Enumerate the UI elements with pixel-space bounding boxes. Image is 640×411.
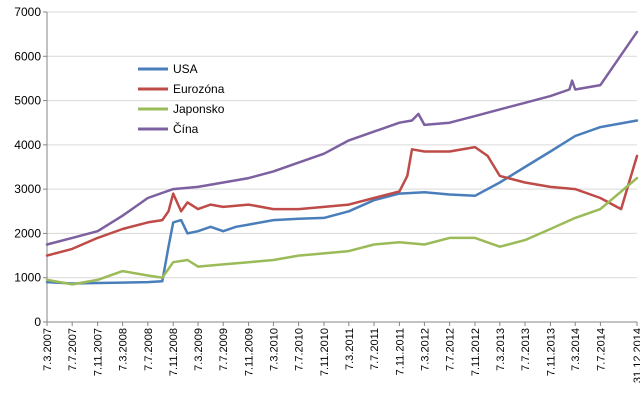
y-tick-label: 4000: [14, 138, 41, 152]
legend-label: Japonsko: [173, 102, 225, 116]
x-tick-label: 7.7.2009: [218, 328, 230, 371]
y-tick-label: 6000: [14, 49, 41, 63]
x-tick-label: 7.3.2011: [344, 328, 356, 370]
legend: USA Eurozóna Japonsko Čína: [138, 62, 225, 136]
y-tick-label: 3000: [14, 182, 41, 196]
x-tick-label: 7.3.2010: [268, 328, 280, 371]
x-tick-label: 7.11.2012: [470, 328, 482, 376]
x-tick-label: 7.7.2014: [595, 328, 607, 371]
y-tick-label: 7000: [14, 5, 41, 19]
x-tick-label: 7.3.2012: [419, 328, 431, 371]
y-tick-label: 5000: [14, 94, 41, 108]
x-tick-label: 7.3.2014: [570, 328, 582, 371]
x-tick-label: 7.7.2007: [67, 328, 79, 371]
legend-label: Čína: [173, 121, 199, 136]
axes: [43, 11, 638, 326]
x-tick-label: 7.3.2007: [42, 328, 54, 371]
x-tick-label: 7.3.2013: [495, 328, 507, 371]
y-axis-ticks: 0 1000 2000 3000 4000 5000 6000 7000: [14, 5, 41, 329]
x-tick-label: 7.11.2009: [244, 328, 256, 376]
x-tick-label: 7.3.2009: [193, 328, 205, 371]
x-tick-label: 7.11.2013: [545, 328, 557, 376]
series-line-1: [45, 145, 639, 257]
x-tick-label: 7.11.2011: [394, 328, 406, 375]
x-tick-label: 7.7.2013: [520, 328, 532, 371]
x-tick-label: 7.7.2011: [369, 328, 381, 370]
x-tick-label: 7.7.2010: [294, 328, 306, 371]
x-tick-label: 7.7.2012: [445, 328, 457, 371]
grid-lines: [47, 11, 637, 279]
series-lines: [45, 30, 639, 286]
series-line-3: [45, 30, 639, 246]
y-tick-label: 0: [34, 315, 41, 329]
x-tick-label: 7.11.2007: [93, 328, 105, 376]
x-axis-ticks: 7.3.2007 7.7.2007 7.11.2007 7.3.2008 7.7.200…: [42, 328, 640, 383]
series-line-2: [45, 176, 639, 286]
y-tick-label: 1000: [14, 271, 41, 285]
series-line-0: [45, 119, 639, 285]
x-tick-label: 7.11.2010: [319, 328, 331, 376]
legend-label: Eurozóna: [173, 82, 225, 96]
x-tick-label: 7.3.2008: [118, 328, 130, 371]
y-tick-label: 2000: [14, 226, 41, 240]
x-tick-label: 7.11.2008: [168, 328, 180, 376]
x-tick-label: 7.7.2008: [143, 328, 155, 371]
x-tick-label: 31.12.2014: [632, 328, 640, 383]
legend-label: USA: [173, 62, 198, 76]
